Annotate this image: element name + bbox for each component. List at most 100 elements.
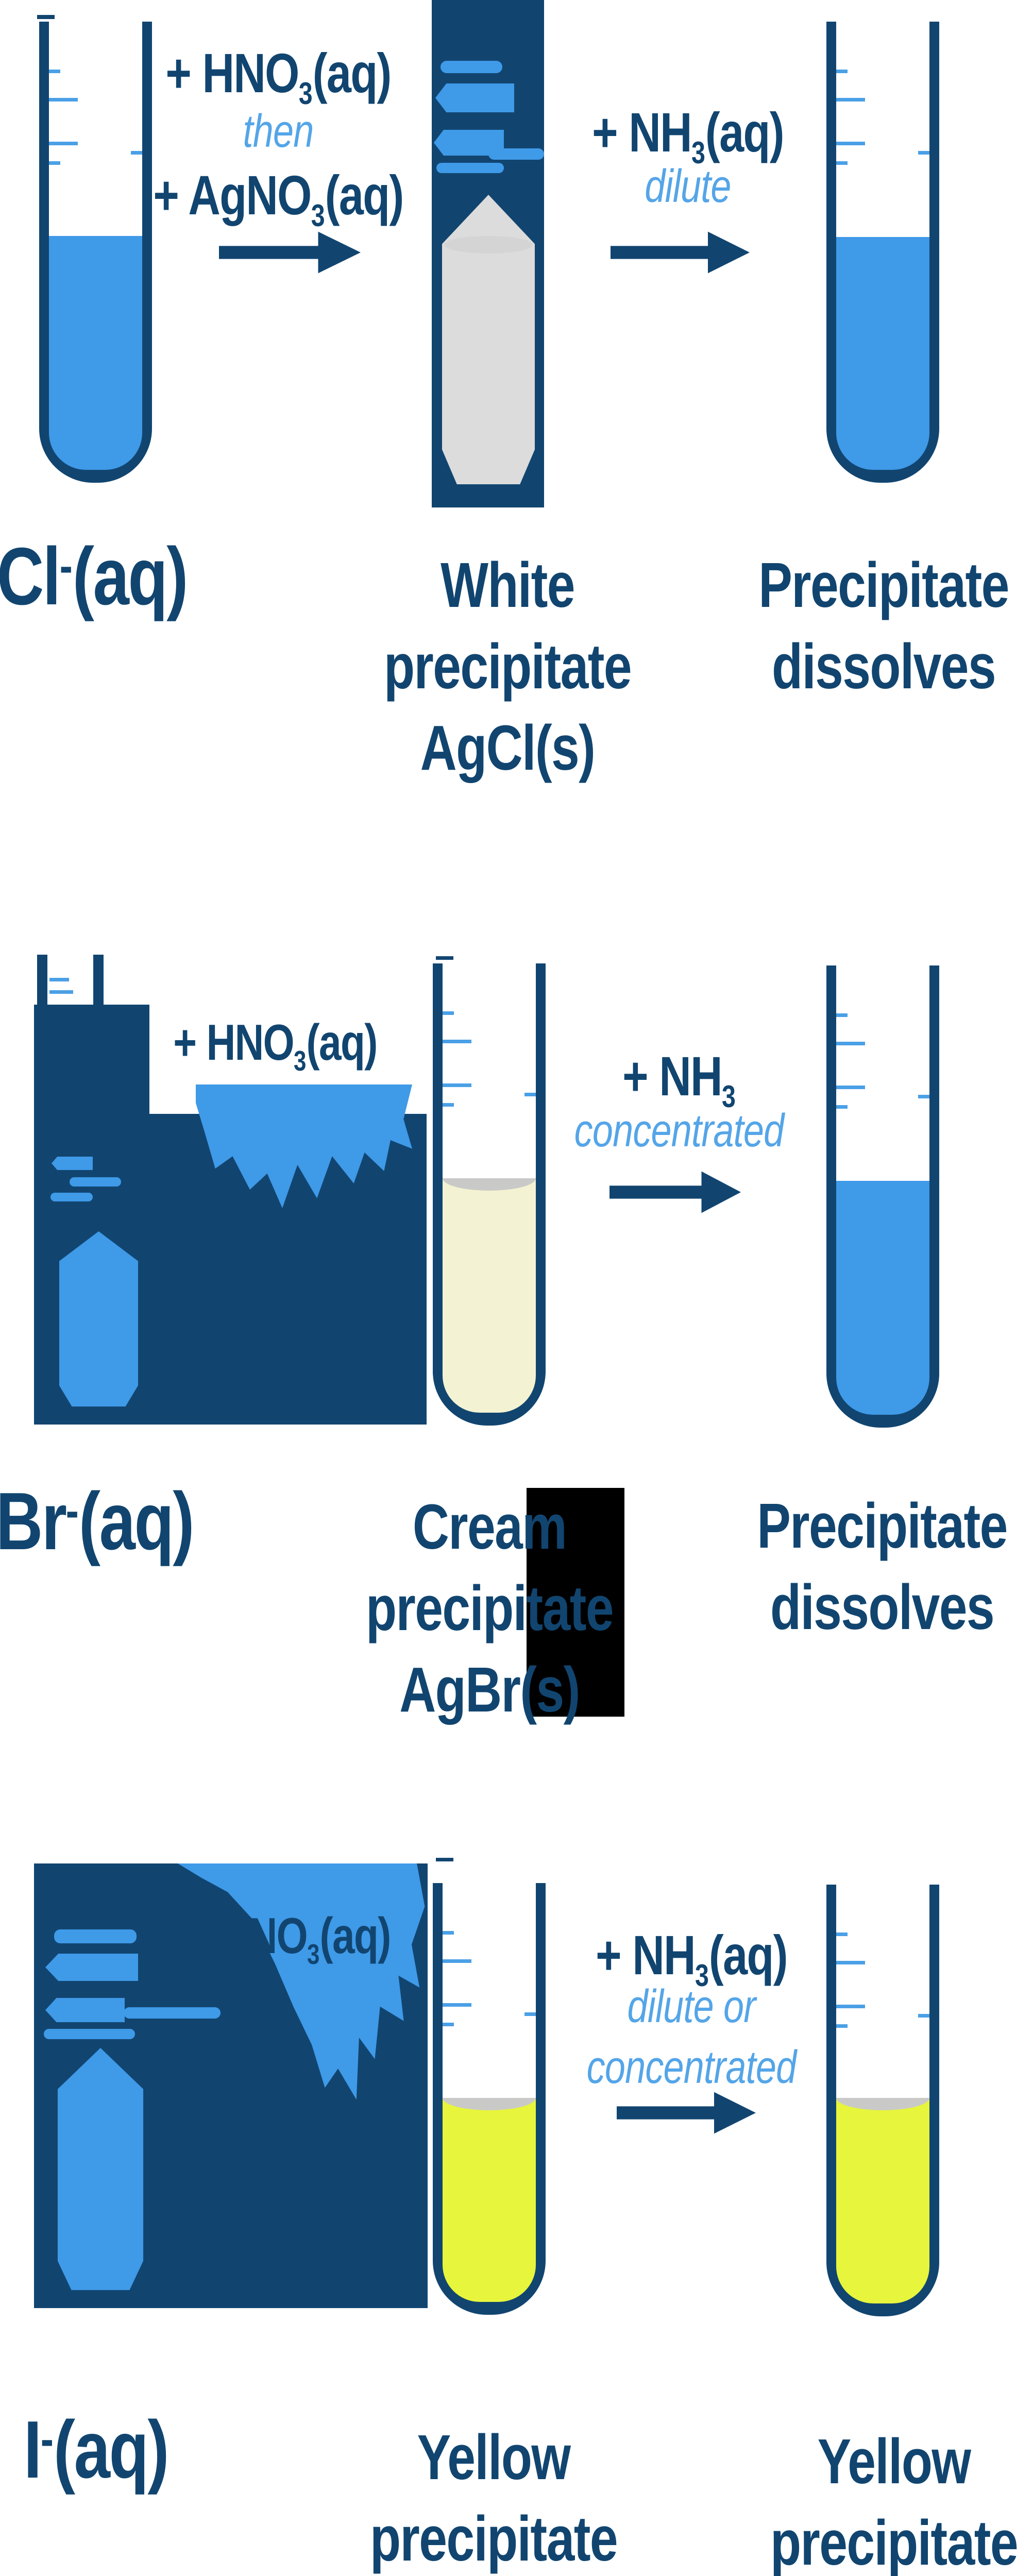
meniscus bbox=[443, 1178, 536, 1191]
graduation-tick bbox=[443, 1931, 454, 1935]
graduation-tick bbox=[524, 1093, 536, 1096]
result-label-yellow-precipitate-mid: Yellow precipitate AgI(s) bbox=[329, 2417, 658, 2576]
glitch-streak bbox=[44, 2029, 135, 2039]
result-line: precipitate bbox=[383, 632, 632, 702]
ion-charge: - bbox=[40, 2412, 54, 2467]
meniscus bbox=[836, 2098, 929, 2110]
ion-state: (aq) bbox=[72, 531, 188, 622]
graduation-tick bbox=[836, 70, 848, 73]
arrow-right-icon bbox=[611, 231, 750, 274]
glitch-streak bbox=[52, 1157, 93, 1170]
reagent-hno3-row3: + HNO3(aq) bbox=[124, 1909, 453, 1969]
reagent-pre: + NH bbox=[596, 1924, 696, 1986]
tube-bromide-dissolved bbox=[826, 965, 939, 1428]
result-label-dissolves-row2: Precipitate dissolves bbox=[717, 1486, 1033, 1649]
reagent-nh3-row2: + NH3 bbox=[514, 1047, 844, 1113]
ion-symbol: Br bbox=[0, 1476, 67, 1567]
glitch-streak bbox=[45, 1998, 125, 2022]
graduation-tick bbox=[918, 151, 929, 155]
precipitate-shadow bbox=[444, 236, 533, 253]
reagent-hno3-row1: + HNO3(aq) bbox=[113, 44, 443, 110]
glitch-streak bbox=[436, 163, 504, 173]
graduation-tick bbox=[443, 1959, 471, 1963]
tube-rim-tick bbox=[37, 15, 55, 19]
graduation-tick bbox=[49, 161, 60, 165]
reagent-pre: + HNO bbox=[187, 1907, 308, 1964]
glitch-blue-precipitate-shape bbox=[58, 2048, 143, 2290]
glitch-streak bbox=[488, 148, 544, 160]
reagent-post: (aq) bbox=[325, 164, 404, 226]
graduation-tick bbox=[836, 1086, 865, 1089]
tube-iodide-unchanged bbox=[826, 1885, 939, 2316]
graduation-tick bbox=[918, 2014, 929, 2018]
graduation-tick bbox=[49, 70, 60, 73]
graduation-tick bbox=[836, 1105, 848, 1109]
tube-rim-tick bbox=[436, 956, 453, 960]
glitch-streak bbox=[54, 1929, 137, 1943]
glitch-streak bbox=[50, 1193, 93, 1201]
ion-label-iodide: I-(aq) bbox=[24, 2409, 169, 2490]
graduation-tick bbox=[443, 1083, 471, 1087]
arrow-right-icon bbox=[219, 231, 361, 274]
arrow-right-icon bbox=[617, 2092, 756, 2134]
reagent-subscript: 3 bbox=[294, 1044, 307, 1077]
result-line: AgBr(s) bbox=[399, 1655, 580, 1725]
graduation-tick bbox=[49, 142, 78, 145]
result-line: precipitate bbox=[369, 2504, 618, 2574]
graduation-tick bbox=[836, 1042, 865, 1045]
reagent-dilute-label: dilute bbox=[645, 161, 731, 212]
graduation-tick bbox=[836, 1961, 865, 1964]
ion-label-chloride: Cl-(aq) bbox=[0, 536, 188, 617]
glitch-tube-wall-stub bbox=[37, 955, 47, 1006]
reagent-hno3-row2: + HNO3(aq) bbox=[110, 1016, 440, 1076]
glitch-black-rectangle bbox=[527, 1488, 624, 1717]
graduation-tick bbox=[836, 1933, 848, 1936]
reagent-subscript: 3 bbox=[695, 1957, 709, 1993]
reagent-post: (aq) bbox=[708, 1924, 788, 1986]
reagent-pre: + NH bbox=[622, 1045, 722, 1107]
graduation-tick bbox=[131, 151, 142, 155]
result-label-cream-precipitate: Cream precipitate AgBr(s) bbox=[325, 1487, 654, 1731]
arrow-right-icon bbox=[609, 1171, 741, 1213]
yellow-precipitate-liquid bbox=[836, 2098, 929, 2303]
graduation-tick bbox=[49, 990, 73, 994]
reagent-pre: + HNO bbox=[173, 1014, 294, 1071]
glitch-tube-wall-stub bbox=[93, 955, 104, 1006]
result-line: Precipitate bbox=[757, 1491, 1008, 1562]
result-line: dissolves bbox=[770, 1572, 995, 1643]
graduation-tick bbox=[443, 2023, 454, 2026]
ion-state: (aq) bbox=[78, 1476, 194, 1567]
reagent-dilute-or-label: dilute or bbox=[627, 1981, 756, 2032]
graduation-tick bbox=[836, 161, 848, 165]
graduation-tick bbox=[836, 1013, 848, 1017]
reagent-pre: + HNO bbox=[165, 42, 299, 104]
graduation-tick bbox=[443, 1040, 471, 1043]
reagent-concentrated-label: concentrated bbox=[574, 1105, 784, 1157]
reagent-subscript: 3 bbox=[307, 1938, 320, 1970]
result-line: dissolves bbox=[771, 632, 996, 702]
graduation-tick bbox=[524, 2012, 536, 2016]
tube-chloride-dissolved bbox=[826, 22, 939, 483]
ion-label-bromide: Br-(aq) bbox=[0, 1481, 194, 1562]
result-line: precipitate bbox=[770, 2508, 1019, 2576]
meniscus bbox=[443, 2098, 536, 2110]
reagent-then-label: then bbox=[243, 106, 314, 157]
glitch-streak bbox=[441, 61, 502, 73]
graduation-tick bbox=[836, 142, 865, 145]
result-line: Yellow bbox=[817, 2427, 971, 2497]
tube-rim-tick bbox=[436, 1858, 453, 1861]
glitch-streak bbox=[435, 83, 514, 112]
reagent-post: (aq) bbox=[319, 1907, 391, 1964]
graduation-tick bbox=[443, 1011, 454, 1015]
reagent-subscript: 3 bbox=[691, 134, 705, 170]
cream-precipitate-liquid bbox=[443, 1178, 536, 1413]
glitch-streak bbox=[45, 1954, 138, 1981]
blue-solution bbox=[836, 237, 929, 470]
result-line: precipitate bbox=[365, 1573, 614, 1644]
graduation-tick bbox=[918, 1095, 929, 1098]
graduation-tick bbox=[836, 2005, 865, 2008]
graduation-tick bbox=[836, 2024, 848, 2028]
ion-state: (aq) bbox=[53, 2404, 169, 2495]
reagent-subscript: 3 bbox=[298, 75, 313, 111]
reagent-subscript: 3 bbox=[721, 1078, 736, 1114]
